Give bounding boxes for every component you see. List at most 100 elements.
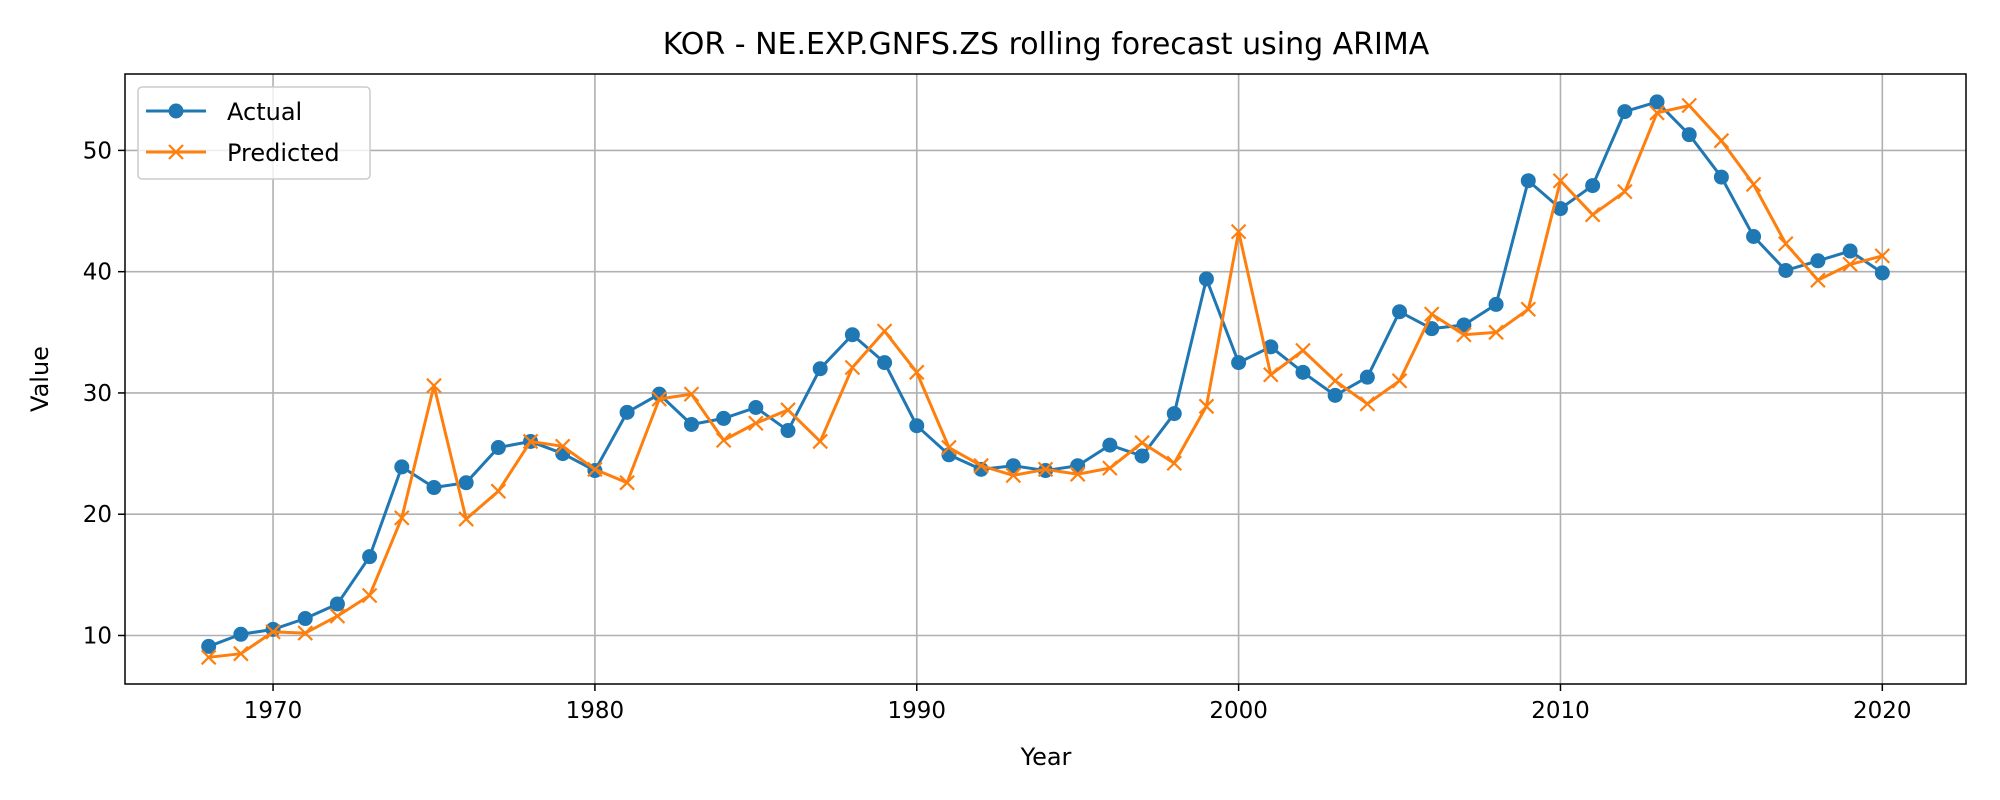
data-point-actual: [1198, 271, 1214, 287]
data-point-actual: [1681, 127, 1697, 143]
marker-stroke: [1198, 398, 1215, 415]
data-point-actual: [362, 549, 378, 565]
data-point-predicted: [619, 474, 635, 491]
data-point-predicted: [1134, 434, 1150, 451]
marker-stroke: [1777, 236, 1794, 252]
marker-stroke: [1552, 172, 1569, 189]
data-point-actual: [458, 475, 474, 491]
data-point-actual: [233, 626, 249, 642]
data-point-predicted: [1423, 306, 1440, 322]
marker-stroke: [394, 510, 410, 526]
data-point-predicted: [844, 359, 861, 376]
x-tick-label: 2010: [1531, 698, 1590, 724]
marker-stroke: [1037, 461, 1054, 478]
data-point-predicted: [458, 511, 474, 527]
data-point-predicted: [1681, 97, 1697, 114]
marker-stroke: [1391, 373, 1408, 389]
data-point-predicted: [1166, 455, 1183, 472]
marker-stroke: [522, 433, 539, 450]
marker-stroke: [458, 511, 474, 527]
data-point-actual: [1778, 262, 1794, 278]
data-point-predicted: [1230, 223, 1247, 240]
data-point-actual: [1842, 243, 1858, 259]
marker-stroke: [973, 457, 989, 474]
data-point-predicted: [1295, 342, 1311, 359]
ticks: 1970 1980 1990 2000 2010 2020 10 20 30 40 50: [83, 138, 1912, 724]
data-point-actual: [1713, 169, 1729, 185]
data-point-actual: [683, 416, 699, 432]
marker-stroke: [1005, 467, 1022, 484]
marker-stroke: [1295, 342, 1311, 359]
data-point-actual: [394, 459, 410, 475]
data-point-predicted: [1037, 461, 1054, 478]
data-point-predicted: [490, 483, 507, 499]
marker-stroke: [1681, 97, 1697, 114]
marker-stroke: [233, 645, 249, 662]
marker-stroke: [619, 474, 635, 491]
marker-stroke: [748, 415, 764, 432]
data-point-actual: [909, 418, 925, 434]
data-point-predicted: [522, 433, 539, 450]
data-point-actual: [1166, 406, 1182, 422]
marker-stroke: [1230, 223, 1247, 240]
data-point-predicted: [554, 438, 571, 455]
y-axis-label: Value: [26, 346, 54, 412]
data-point-predicted: [651, 391, 668, 407]
marker-stroke: [812, 433, 828, 450]
legend-marker-actual: [168, 103, 184, 119]
data-point-predicted: [1552, 172, 1569, 189]
marker-stroke: [265, 624, 281, 640]
x-tick-label: 1980: [566, 698, 625, 724]
series-layer: [200, 94, 1891, 666]
data-point-actual: [1552, 201, 1568, 217]
x-axis-label: Year: [1020, 743, 1072, 771]
data-point-actual: [812, 361, 828, 377]
data-point-predicted: [1810, 272, 1826, 288]
marker-stroke: [426, 377, 442, 394]
data-point-predicted: [297, 625, 314, 641]
data-point-actual: [1746, 229, 1762, 245]
data-point-predicted: [361, 587, 378, 604]
data-point-actual: [426, 480, 442, 496]
data-point-predicted: [1874, 248, 1891, 264]
marker-stroke: [1166, 455, 1183, 472]
data-point-actual: [1102, 437, 1118, 453]
data-point-predicted: [1263, 366, 1279, 383]
data-point-actual: [1134, 448, 1150, 464]
data-point-actual: [1520, 173, 1536, 189]
data-point-actual: [1488, 296, 1504, 312]
data-point-predicted: [1745, 176, 1762, 193]
marker-stroke: [715, 432, 732, 449]
data-point-actual: [1070, 458, 1086, 474]
marker-stroke: [1842, 256, 1858, 273]
marker-stroke: [844, 359, 861, 376]
data-point-actual: [1456, 317, 1472, 333]
marker-stroke: [1359, 396, 1376, 412]
data-point-actual: [877, 355, 893, 371]
data-point-predicted: [683, 386, 700, 402]
data-point-actual: [1874, 265, 1890, 281]
marker-stroke: [1488, 324, 1504, 341]
marker-stroke: [683, 386, 700, 402]
data-point-actual: [1617, 104, 1633, 120]
data-point-actual: [748, 399, 764, 415]
data-point-predicted: [394, 510, 410, 526]
marker-stroke: [1617, 183, 1633, 200]
x-tick-label: 1970: [244, 698, 303, 724]
marker-stroke: [1456, 326, 1472, 343]
marker-stroke: [1069, 466, 1086, 482]
marker-stroke: [329, 608, 346, 624]
marker-stroke: [1584, 206, 1601, 223]
data-point-actual: [1295, 364, 1311, 380]
marker-stroke: [1327, 373, 1343, 389]
legend-marker-predicted: [168, 144, 184, 160]
data-point-predicted: [1327, 373, 1343, 389]
data-point-predicted: [426, 377, 442, 394]
legend: Actual Predicted: [137, 86, 371, 180]
data-point-predicted: [1102, 460, 1118, 476]
marker-stroke: [1649, 105, 1665, 121]
marker-stroke: [1713, 132, 1730, 149]
data-point-actual: [297, 611, 313, 627]
data-point-predicted: [265, 624, 281, 640]
x-tick-label: 2020: [1853, 698, 1912, 724]
